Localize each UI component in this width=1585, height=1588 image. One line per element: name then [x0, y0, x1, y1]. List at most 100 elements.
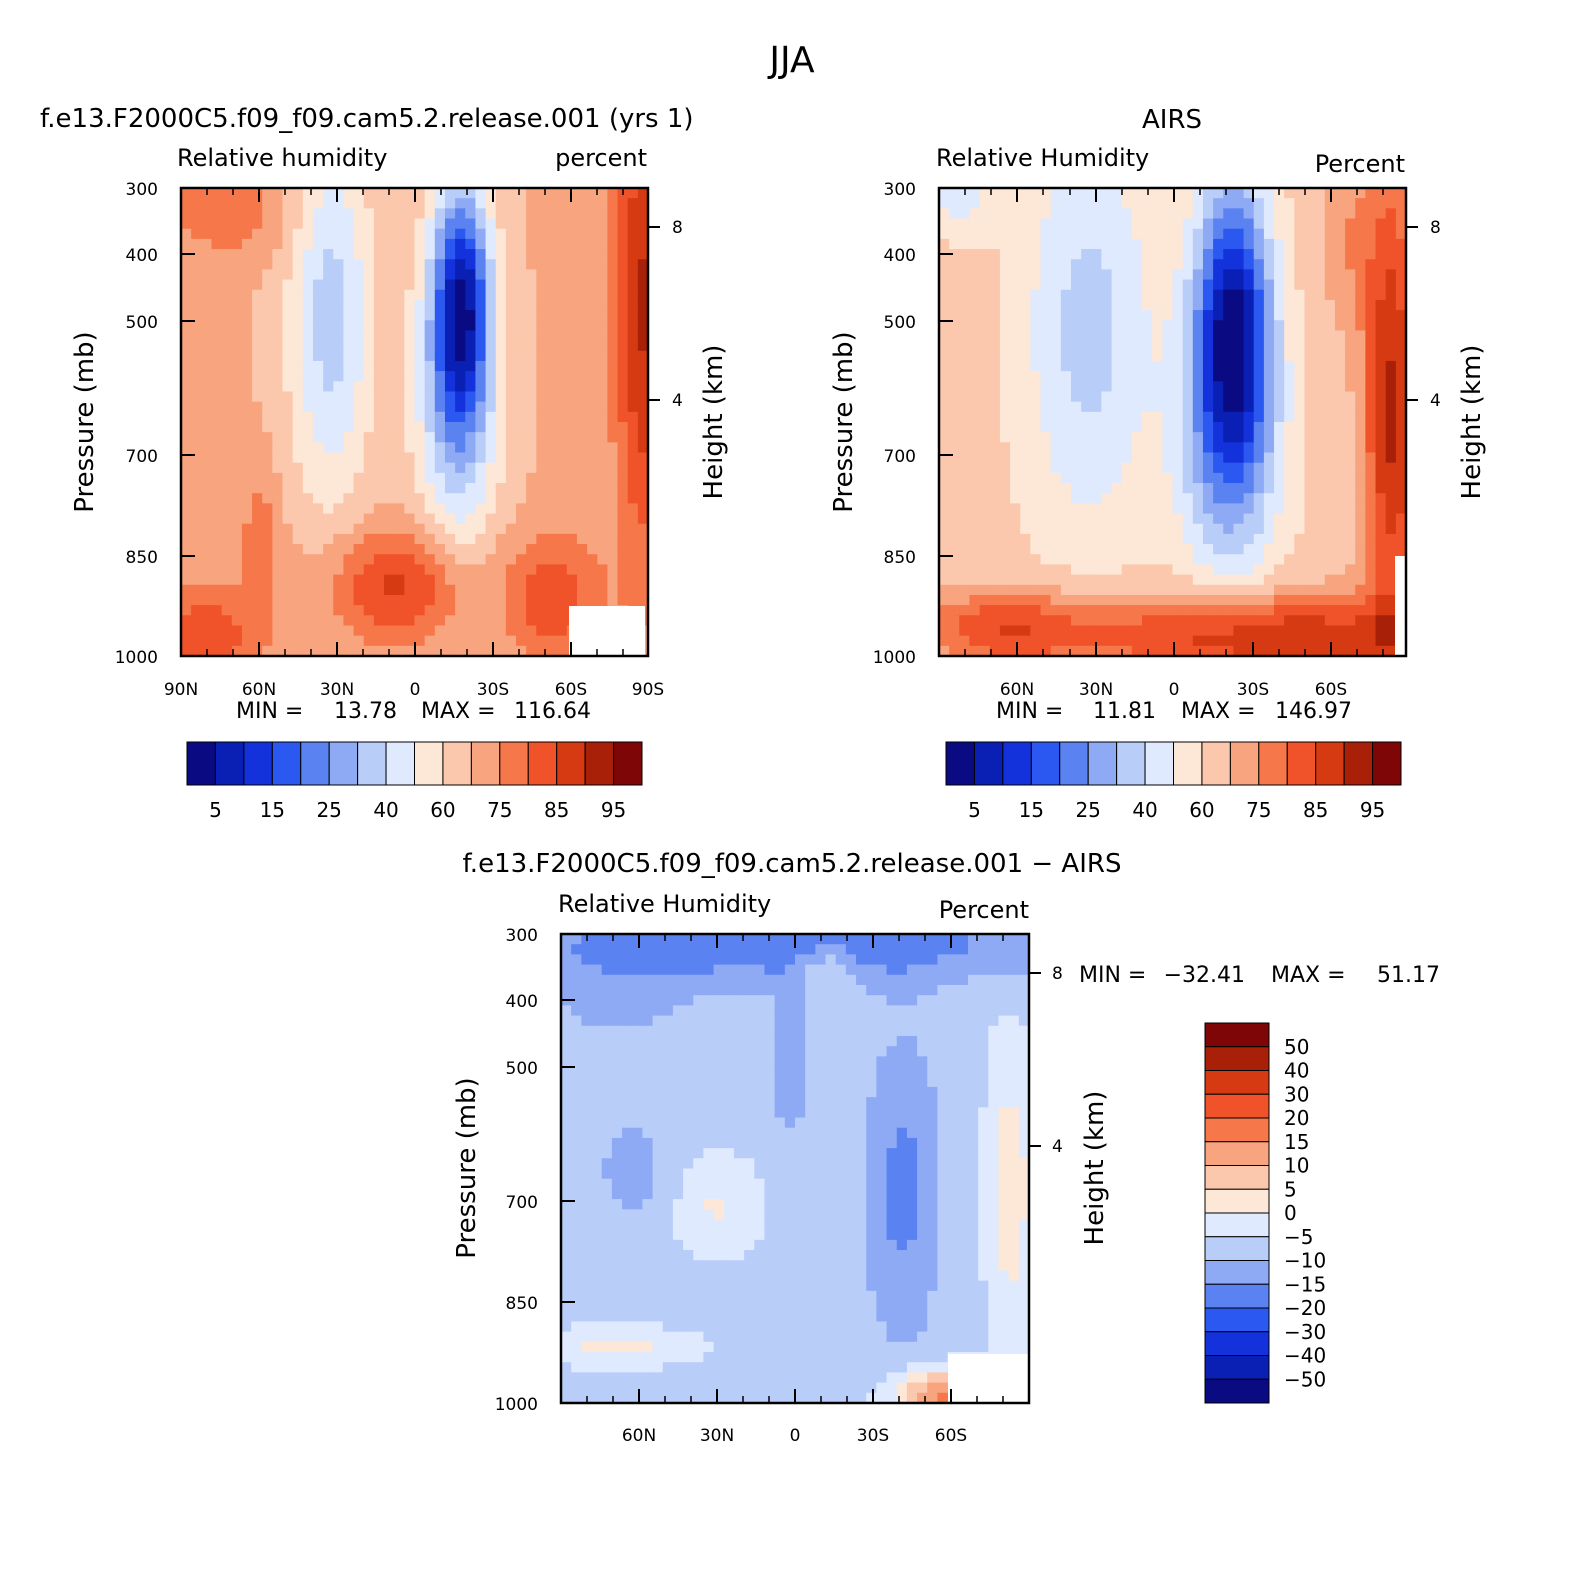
heatmap-cell: [241, 269, 253, 281]
heatmap-cell: [581, 1015, 593, 1027]
heatmap-cell: [1050, 259, 1062, 270]
heatmap-cell: [1101, 594, 1113, 606]
heatmap-cell: [652, 984, 664, 996]
heatmap-cell: [939, 462, 950, 474]
heatmap-cell: [536, 269, 548, 281]
obs-title: AIRS: [1142, 105, 1202, 135]
heatmap-cell: [181, 442, 192, 454]
heatmap-cell: [414, 299, 426, 311]
heatmap-cell: [1018, 1056, 1030, 1068]
heatmap-cell: [282, 279, 294, 291]
heatmap-cell: [652, 1035, 664, 1047]
heatmap-cell: [989, 422, 1001, 433]
heatmap-cell: [989, 279, 1001, 291]
heatmap-cell: [495, 544, 507, 555]
heatmap-cell: [241, 218, 253, 230]
heatmap-cell: [1233, 330, 1245, 342]
heatmap-cell: [434, 360, 446, 372]
heatmap-cell: [363, 411, 375, 423]
heatmap-cell: [1202, 228, 1214, 240]
heatmap-cell: [587, 513, 598, 525]
heatmap-cell: [1365, 360, 1377, 372]
heatmap-cell: [988, 1015, 1000, 1027]
heatmap-cell: [444, 605, 456, 616]
heatmap-cell: [927, 974, 939, 986]
heatmap-cell: [384, 523, 395, 535]
heatmap-cell: [536, 238, 548, 250]
heatmap-cell: [784, 1035, 796, 1047]
heatmap-cell: [1091, 635, 1103, 647]
heatmap-cell: [1314, 228, 1326, 240]
heatmap-cell: [1142, 320, 1153, 332]
heatmap-cell: [556, 523, 568, 535]
heatmap-cell: [1192, 625, 1204, 637]
heatmap-cell: [959, 228, 971, 240]
heatmap-cell: [607, 564, 619, 576]
heatmap-cell: [571, 954, 582, 966]
heatmap-cell: [231, 493, 243, 504]
heatmap-cell: [1192, 320, 1204, 332]
colorbar-swatch: [1343, 741, 1374, 786]
heatmap-cell: [424, 411, 436, 423]
heatmap-cell: [252, 605, 263, 616]
heatmap-cell: [414, 432, 426, 443]
heatmap-cell: [394, 371, 405, 382]
heatmap-cell: [282, 493, 294, 504]
heatmap-cell: [607, 249, 619, 260]
heatmap-cell: [262, 503, 273, 515]
heatmap-cell: [1142, 564, 1153, 576]
heatmap-cell: [404, 401, 416, 413]
heatmap-cell: [988, 934, 1000, 945]
heatmap-cell: [876, 954, 888, 966]
heatmap-cell: [1050, 513, 1062, 525]
heatmap-cell: [343, 228, 355, 240]
heatmap-cell: [1355, 371, 1366, 382]
heatmap-cell: [999, 208, 1011, 220]
heatmap-cell: [302, 198, 314, 209]
heatmap-cell: [444, 259, 456, 270]
heatmap-cell: [1172, 442, 1184, 454]
right-tick-marks: [648, 226, 660, 401]
heatmap-cell: [1243, 371, 1255, 382]
heatmap-cell: [312, 188, 324, 199]
heatmap-cell: [526, 472, 537, 484]
heatmap-cell: [201, 554, 213, 566]
heatmap-cell: [1020, 452, 1031, 464]
heatmap-cell: [979, 350, 991, 362]
heatmap-cell: [999, 594, 1011, 606]
heatmap-cell: [211, 625, 223, 637]
heatmap-cell: [1111, 208, 1123, 220]
heatmap-cell: [1101, 483, 1113, 494]
heatmap-cell: [526, 310, 537, 321]
heatmap-cell: [556, 462, 568, 474]
heatmap-cell: [1020, 533, 1031, 545]
heatmap-cell: [581, 964, 593, 976]
heatmap-cell: [536, 442, 548, 454]
heatmap-cell: [191, 533, 202, 545]
heatmap-cell: [1213, 584, 1224, 596]
heatmap-cell: [1253, 289, 1265, 301]
heatmap-cell: [1111, 299, 1123, 311]
heatmap-cell: [394, 615, 405, 627]
heatmap-cell: [1314, 218, 1326, 230]
heatmap-cell: [455, 249, 466, 260]
heatmap-cell: [1385, 249, 1397, 260]
heatmap-cell: [272, 411, 284, 423]
heatmap-cell: [485, 523, 497, 535]
heatmap-cell: [241, 574, 253, 586]
heatmap-cell: [1182, 310, 1194, 321]
heatmap-cell: [939, 645, 950, 657]
heatmap-cell: [394, 554, 405, 566]
heatmap-cell: [1385, 462, 1397, 474]
heatmap-cell: [546, 533, 558, 545]
heatmap-cell: [693, 995, 705, 1006]
colorbar-label: 40: [1132, 798, 1157, 822]
heatmap-cell: [601, 1046, 613, 1057]
heatmap-cell: [444, 523, 456, 535]
heatmap-cell: [1060, 472, 1072, 484]
heatmap-cell: [272, 259, 284, 270]
heatmap-cell: [465, 350, 477, 362]
heatmap-cell: [434, 411, 446, 423]
heatmap-cell: [597, 452, 608, 464]
heatmap-cell: [495, 584, 507, 596]
